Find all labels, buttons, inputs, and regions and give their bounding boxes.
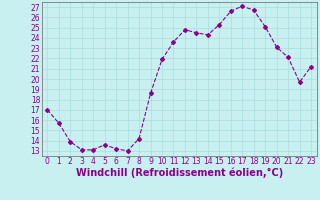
X-axis label: Windchill (Refroidissement éolien,°C): Windchill (Refroidissement éolien,°C) bbox=[76, 168, 283, 178]
